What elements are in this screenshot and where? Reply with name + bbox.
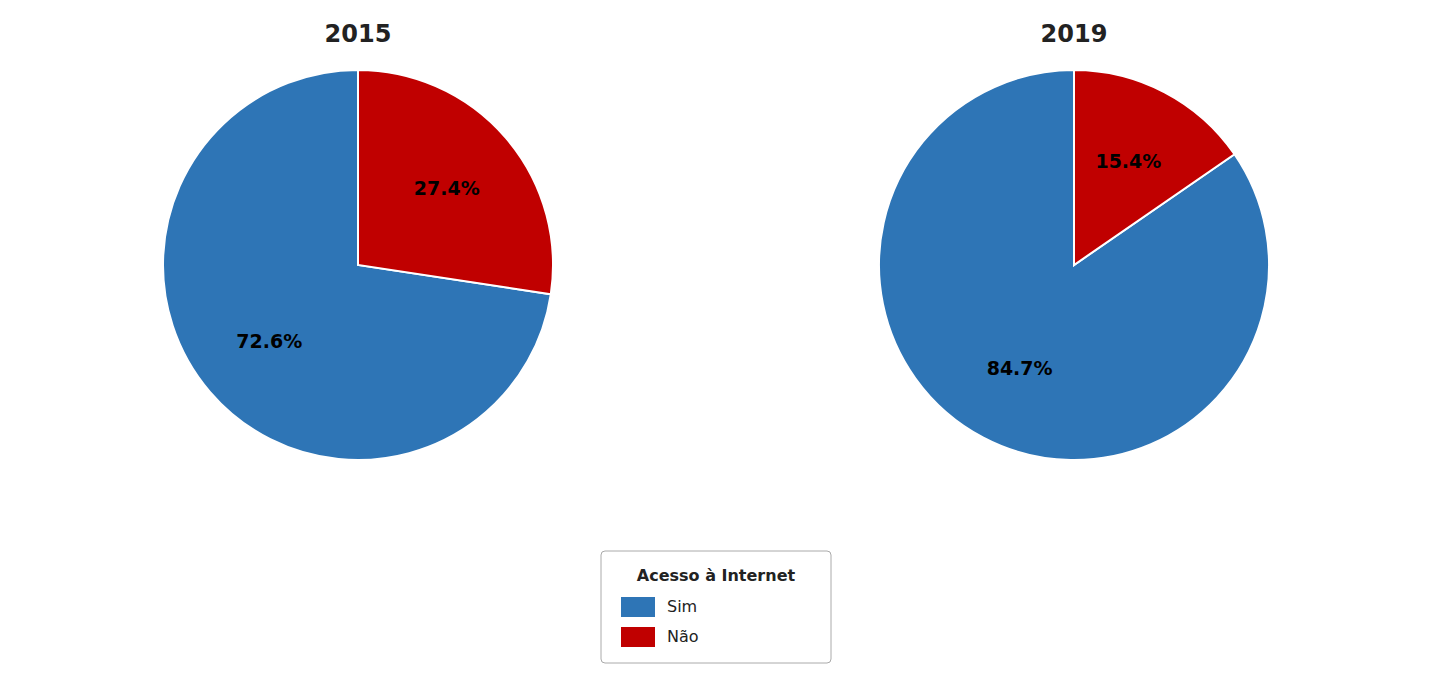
pie-slice bbox=[358, 70, 553, 294]
data-label: 84.7% bbox=[987, 357, 1053, 379]
legend-title: Acesso à Internet bbox=[637, 566, 796, 585]
chart-title: 2019 bbox=[1041, 20, 1108, 48]
legend-entry: Sim bbox=[667, 597, 697, 616]
chart-root: 2015 72.6% 27.4% Acesso à Internet Sim Não 201… bbox=[0, 0, 1432, 675]
data-labels: 84.7% 15.4% bbox=[987, 150, 1162, 379]
pie-slice bbox=[879, 70, 1269, 460]
pie bbox=[163, 70, 553, 460]
legend-swatch bbox=[621, 627, 655, 647]
data-label: 15.4% bbox=[1095, 150, 1161, 172]
pie bbox=[879, 70, 1269, 460]
data-labels: 72.6% 27.4% bbox=[236, 177, 479, 352]
legend: Acesso à Internet Sim Não bbox=[601, 551, 831, 663]
pie-slice bbox=[1074, 70, 1234, 265]
legend-swatch bbox=[621, 597, 655, 617]
legend-entry: Não bbox=[667, 627, 699, 646]
data-label: 72.6% bbox=[236, 330, 302, 352]
chart-title: 2015 bbox=[325, 20, 392, 48]
legend-frame bbox=[601, 551, 831, 663]
data-label: 27.4% bbox=[414, 177, 480, 199]
